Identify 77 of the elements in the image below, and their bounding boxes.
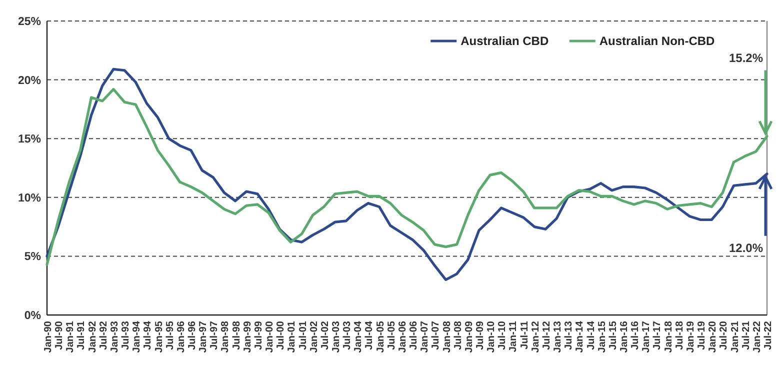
y-tick-label: 5%: [24, 251, 41, 264]
x-tick-label: Jan-99: [242, 320, 254, 353]
x-tick-label: Jul-11: [519, 320, 530, 350]
y-tick-label: 10%: [18, 192, 41, 204]
x-tick-label: Jul-95: [164, 320, 176, 350]
x-tick-label: Jan-97: [198, 320, 210, 353]
x-tick-label: Jan-90: [43, 320, 54, 353]
legend-label: Australian Non-CBD: [599, 34, 716, 48]
x-tick-label: Jul-21: [740, 320, 752, 350]
y-tick-label: 25%: [18, 16, 41, 28]
x-tick-label: Jan-05: [375, 320, 386, 353]
x-tick-label: Jan-10: [486, 320, 498, 353]
x-tick-label: Jan-19: [685, 320, 696, 353]
x-tick-label: Jan-18: [663, 320, 674, 353]
x-tick-label: Jul-92: [98, 320, 110, 350]
x-tick-label: Jul-08: [452, 320, 464, 350]
x-tick-label: Jan-08: [442, 320, 453, 353]
x-tick-label: Jul-03: [342, 320, 354, 350]
x-tick-label: Jul-13: [564, 320, 575, 350]
x-tick-label: Jan-20: [708, 320, 719, 353]
x-tick-label: Jul-98: [231, 320, 242, 350]
x-tick-label: Jul-90: [54, 320, 66, 350]
x-tick-label: Jul-09: [475, 320, 486, 350]
x-tick-label: Jul-10: [497, 320, 508, 350]
x-tick-label: Jan-12: [530, 320, 542, 353]
x-tick-label: Jul-96: [187, 320, 198, 350]
x-tick-label: Jan-00: [264, 320, 276, 353]
x-tick-label: Jan-95: [154, 320, 165, 353]
x-tick-label: Jan-94: [132, 320, 143, 353]
annotation: 15.2%: [728, 51, 764, 66]
x-tick-label: Jul-06: [408, 320, 420, 350]
annotation: 12.0%: [728, 240, 764, 255]
x-tick-label: Jan-13: [552, 320, 564, 353]
x-tick-label: Jul-93: [120, 320, 132, 350]
x-tick-label: Jan-16: [619, 320, 630, 353]
x-tick-label: Jul-12: [541, 320, 552, 350]
x-tick-label: Jan-06: [397, 320, 408, 353]
x-tick-label: Jul-02: [320, 320, 331, 350]
x-tick-label: Jan-17: [641, 320, 652, 353]
x-tick-label: Jul-97: [209, 320, 220, 350]
x-tick-label: Jan-93: [109, 320, 120, 353]
x-tick-label: Jul-22: [763, 320, 774, 350]
y-tick-label: 0%: [24, 310, 41, 322]
x-tick-label: Jan-03: [331, 320, 342, 353]
x-tick-label: Jan-22: [752, 320, 763, 353]
line-series: [46, 68, 768, 282]
x-tick-label: Jan-91: [65, 320, 76, 353]
x-tick-label: Jul-00: [276, 320, 287, 350]
x-tick-label: Jan-96: [176, 320, 187, 353]
x-tick-label: Jan-01: [286, 320, 298, 353]
x-tick-label: Jul-01: [298, 320, 309, 350]
x-tick-label: Jan-92: [87, 320, 98, 353]
x-tick-label: Jan-11: [508, 320, 520, 352]
x-tick-label: Jul-18: [674, 320, 686, 350]
x-tick-label: Jan-02: [308, 320, 320, 353]
y-tick-label: 20%: [18, 74, 41, 87]
x-tick-label: Jul-16: [630, 320, 642, 350]
x-tick-label: Jan-14: [574, 320, 586, 353]
x-tick-label: Jul-14: [586, 320, 597, 350]
x-tick-label: Jan-21: [730, 320, 741, 353]
x-tick-label: Jan-15: [596, 320, 608, 353]
x-tick-label: Jan-09: [464, 320, 475, 353]
x-tick-label: Jul-17: [652, 320, 664, 350]
x-tick-label: Jul-99: [253, 320, 264, 350]
x-tick-label: Jul-07: [430, 320, 442, 350]
x-tick-label: Jul-05: [386, 320, 398, 350]
x-tick-label: Jul-91: [76, 320, 88, 350]
legend-label: Australian CBD: [460, 34, 549, 48]
x-tick-label: Jul-20: [718, 320, 730, 350]
x-tick-label: Jul-94: [142, 320, 154, 350]
x-tick-label: Jan-98: [220, 320, 232, 353]
y-tick-label: 15%: [18, 134, 41, 146]
x-tick-label: Jan-04: [353, 320, 364, 353]
x-tick-label: Jan-07: [420, 320, 431, 353]
x-tick-label: Jul-04: [364, 320, 376, 350]
x-tick-label: Jul-15: [608, 320, 619, 350]
x-tick-label: Jul-19: [696, 320, 708, 350]
